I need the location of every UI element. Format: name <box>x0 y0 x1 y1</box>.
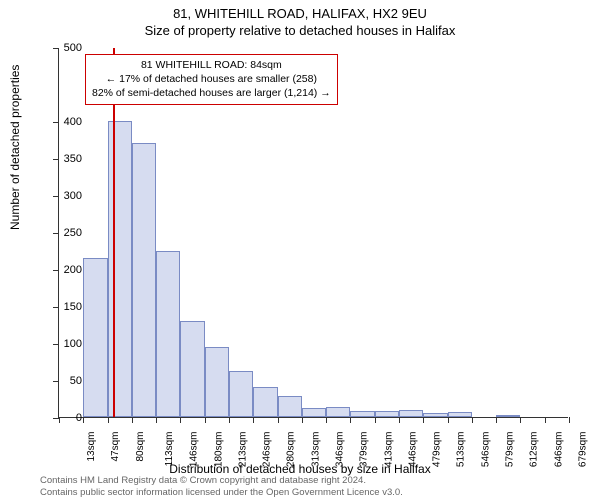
x-tick-label: 413sqm <box>383 432 394 468</box>
x-tick <box>83 417 84 423</box>
x-tick <box>423 417 424 423</box>
x-tick <box>278 417 279 423</box>
histogram-bar <box>83 258 107 417</box>
plot-area: 81 WHITEHILL ROAD: 84sqm← 17% of detache… <box>58 48 568 418</box>
page-title-address: 81, WHITEHILL ROAD, HALIFAX, HX2 9EU <box>0 0 600 21</box>
y-tick-label: 400 <box>52 116 82 128</box>
x-tick <box>326 417 327 423</box>
histogram-bar <box>302 408 326 417</box>
histogram-chart: 81 WHITEHILL ROAD: 84sqm← 17% of detache… <box>58 48 568 418</box>
x-tick <box>253 417 254 423</box>
x-tick <box>448 417 449 423</box>
x-tick <box>180 417 181 423</box>
annotation-line: 81 WHITEHILL ROAD: 84sqm <box>92 58 331 72</box>
x-tick-label: 80sqm <box>135 432 146 462</box>
x-tick <box>156 417 157 423</box>
x-tick-label: 246sqm <box>262 432 273 468</box>
x-tick-label: 479sqm <box>432 432 443 468</box>
histogram-bar <box>399 410 423 417</box>
x-tick-label: 446sqm <box>407 432 418 468</box>
y-tick-label: 500 <box>52 42 82 54</box>
y-tick-label: 50 <box>52 375 82 387</box>
x-tick-label: 579sqm <box>505 432 516 468</box>
x-tick <box>229 417 230 423</box>
x-tick <box>569 417 570 423</box>
x-tick <box>375 417 376 423</box>
x-tick <box>108 417 109 423</box>
x-tick-label: 546sqm <box>480 432 491 468</box>
histogram-bar <box>375 411 399 417</box>
x-tick-label: 346sqm <box>335 432 346 468</box>
page-subtitle: Size of property relative to detached ho… <box>0 21 600 38</box>
x-tick <box>132 417 133 423</box>
y-axis-title: Number of detached properties <box>8 65 22 230</box>
histogram-bar <box>156 251 180 418</box>
x-tick-label: 646sqm <box>553 432 564 468</box>
x-tick <box>350 417 351 423</box>
x-tick-label: 13sqm <box>86 432 97 462</box>
x-tick-label: 679sqm <box>577 432 588 468</box>
x-tick <box>302 417 303 423</box>
footer-line2: Contains public sector information licen… <box>40 487 403 498</box>
x-tick-label: 612sqm <box>529 432 540 468</box>
x-tick <box>496 417 497 423</box>
y-tick-label: 150 <box>52 301 82 313</box>
annotation-line: 82% of semi-detached houses are larger (… <box>92 86 331 100</box>
histogram-bar <box>448 412 472 417</box>
footer-line1: Contains HM Land Registry data © Crown c… <box>40 475 403 486</box>
histogram-bar <box>496 415 520 417</box>
y-tick-label: 250 <box>52 227 82 239</box>
histogram-bar <box>423 413 447 417</box>
histogram-bar <box>278 396 302 417</box>
y-tick-label: 200 <box>52 264 82 276</box>
histogram-bar <box>132 143 156 417</box>
x-tick <box>545 417 546 423</box>
x-tick-label: 280sqm <box>286 432 297 468</box>
x-tick <box>520 417 521 423</box>
x-tick-label: 213sqm <box>237 432 248 468</box>
histogram-bar <box>205 347 229 417</box>
x-tick <box>205 417 206 423</box>
footer-attribution: Contains HM Land Registry data © Crown c… <box>40 475 403 498</box>
histogram-bar <box>326 407 350 417</box>
x-tick-label: 146sqm <box>189 432 200 468</box>
x-tick-label: 113sqm <box>164 432 175 467</box>
histogram-bar <box>253 387 277 417</box>
y-tick-label: 100 <box>52 338 82 350</box>
annotation-line: ← 17% of detached houses are smaller (25… <box>92 72 331 86</box>
annotation-box: 81 WHITEHILL ROAD: 84sqm← 17% of detache… <box>85 54 338 105</box>
x-tick-label: 47sqm <box>110 432 121 462</box>
x-tick-label: 313sqm <box>310 432 321 468</box>
histogram-bar <box>350 411 374 417</box>
x-tick-label: 513sqm <box>456 432 467 468</box>
x-tick-label: 379sqm <box>359 432 370 468</box>
x-tick <box>399 417 400 423</box>
histogram-bar <box>108 121 132 417</box>
histogram-bar <box>229 371 253 417</box>
y-tick-label: 0 <box>52 412 82 424</box>
y-tick-label: 350 <box>52 153 82 165</box>
histogram-bar <box>180 321 204 417</box>
x-tick <box>472 417 473 423</box>
y-tick-label: 300 <box>52 190 82 202</box>
x-tick-label: 180sqm <box>213 432 224 468</box>
